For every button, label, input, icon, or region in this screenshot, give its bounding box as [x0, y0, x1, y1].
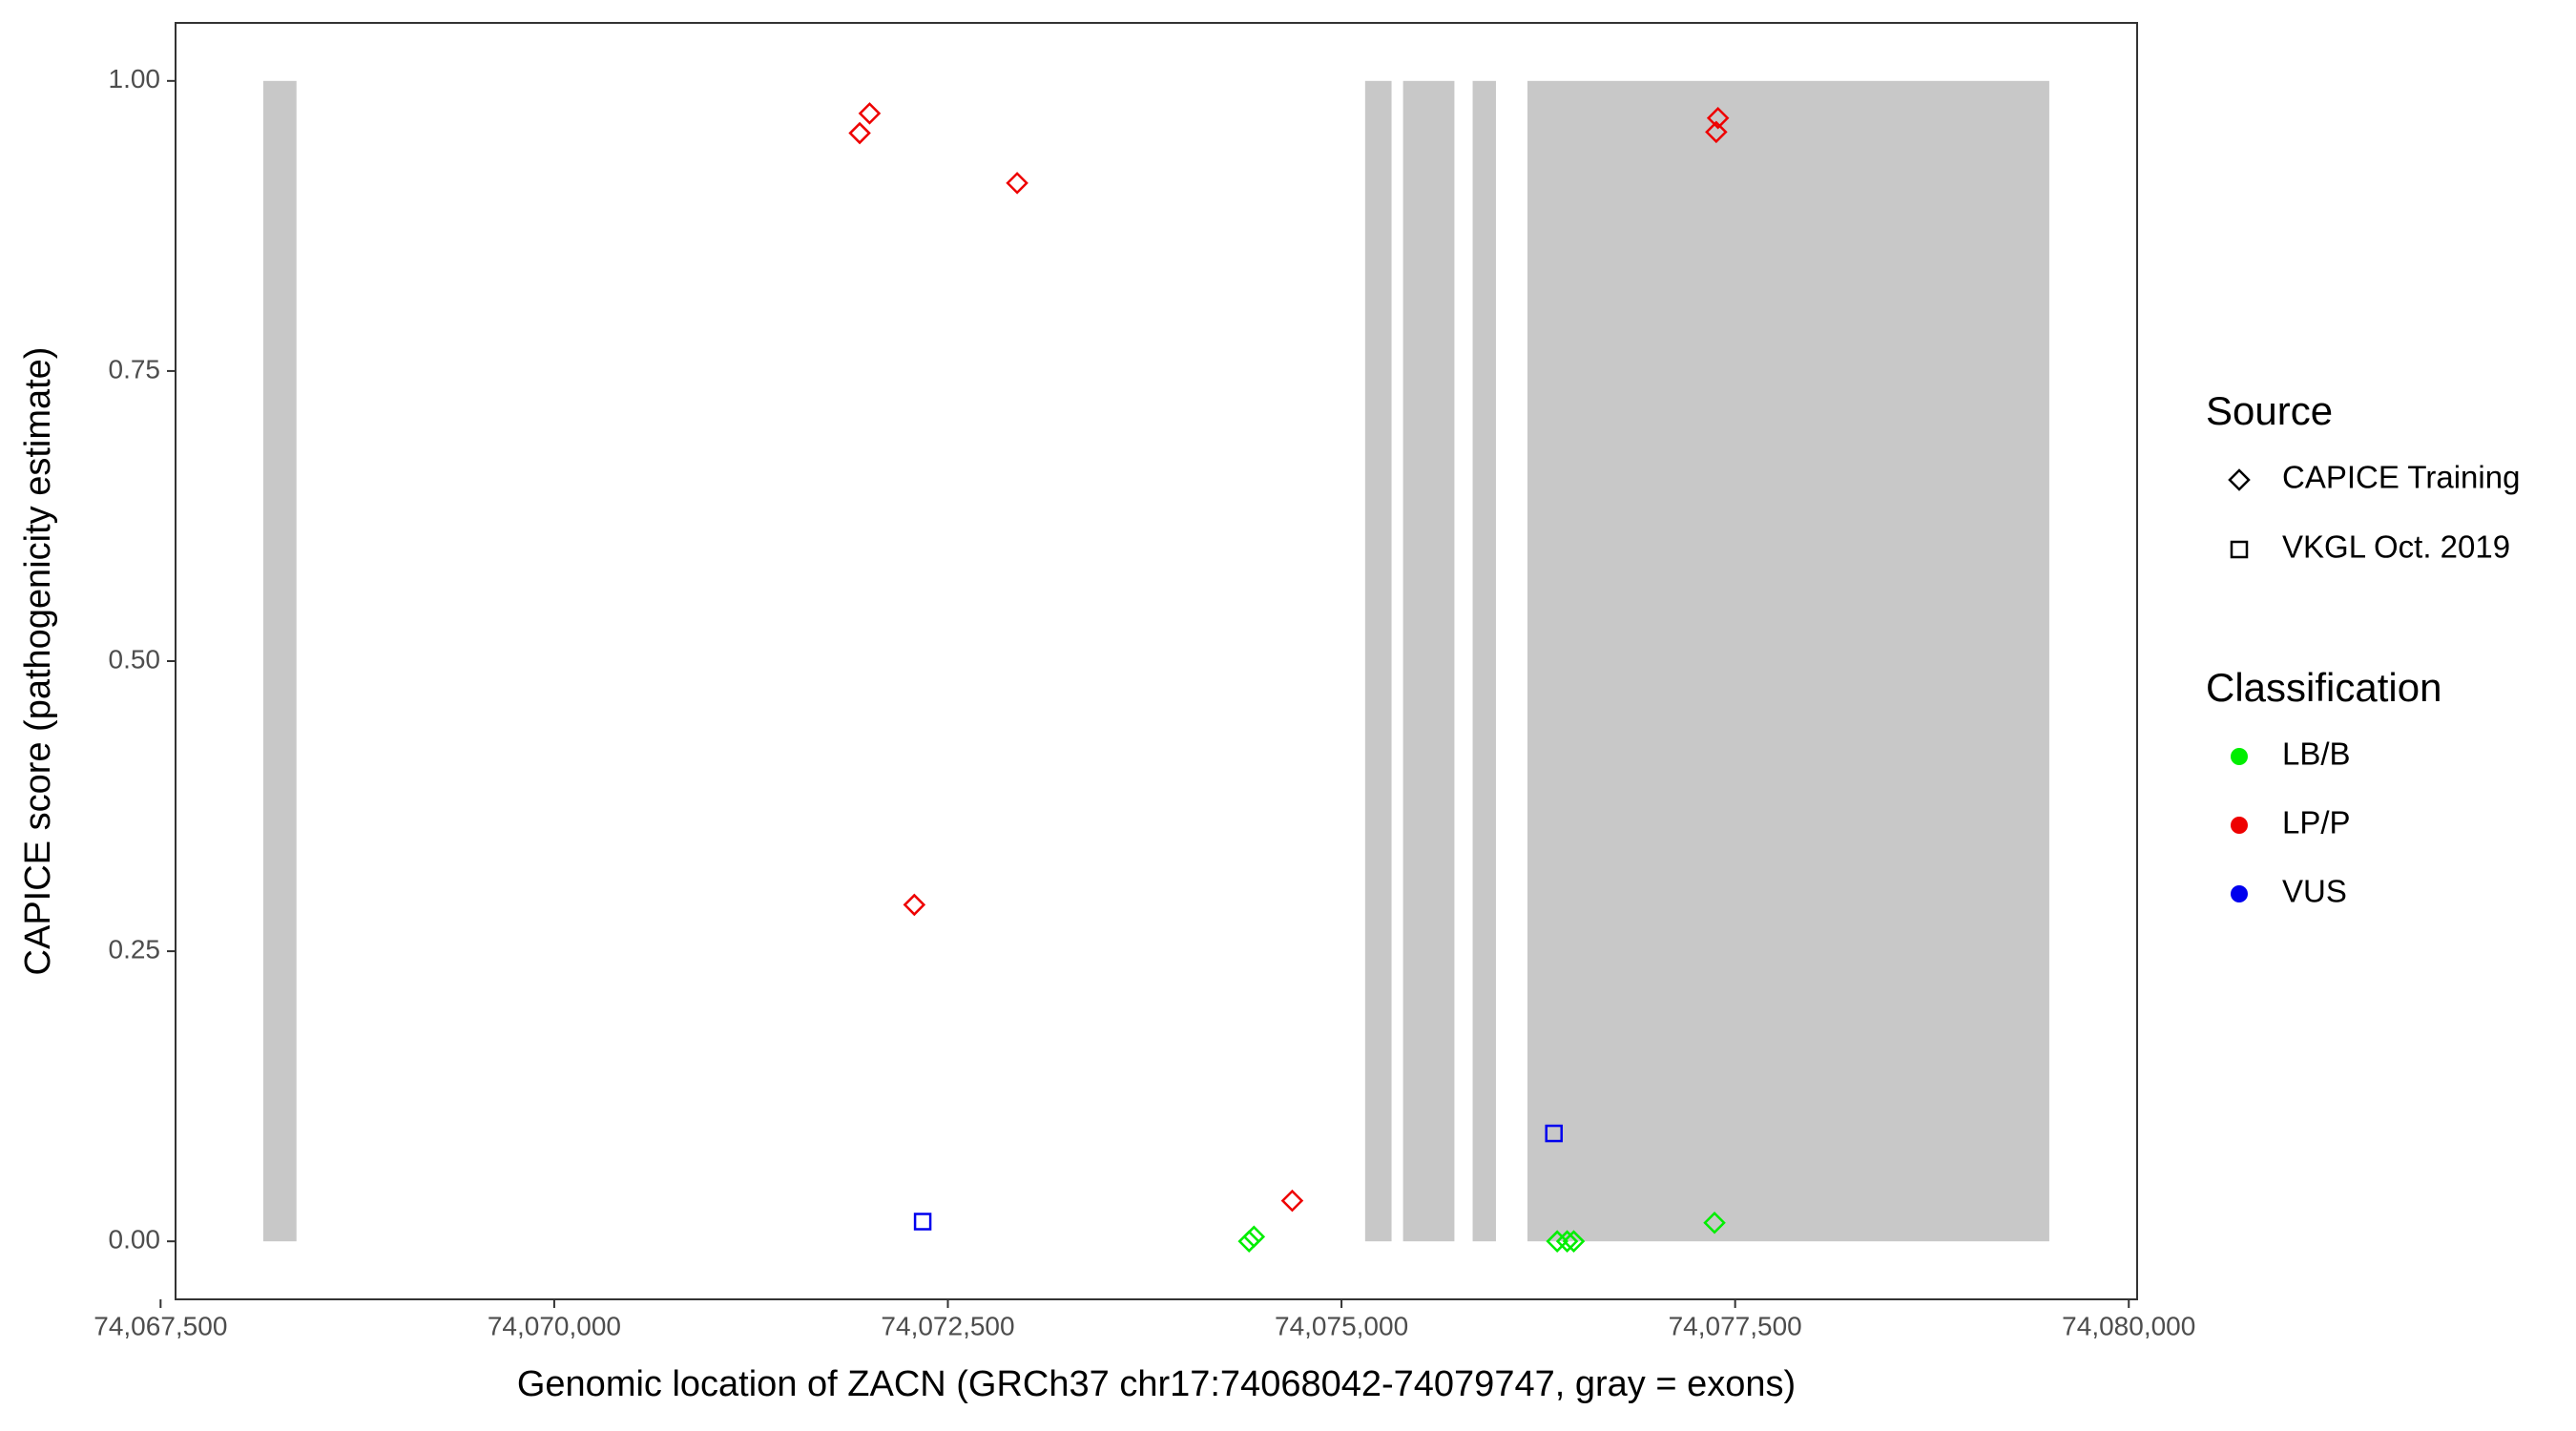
point: [848, 121, 871, 145]
legend-label: VKGL Oct. 2019: [2282, 529, 2510, 565]
exon: [1527, 80, 2049, 1242]
y-tick-label: 0.25: [109, 934, 161, 964]
y-tick-label: 1.00: [109, 64, 161, 93]
point: [1242, 1225, 1266, 1249]
legend-symbol: [2231, 748, 2248, 765]
x-tick-label: 74,070,000: [488, 1311, 621, 1340]
legend-symbol: [2231, 885, 2248, 902]
y-tick-label: 0.50: [109, 644, 161, 674]
x-tick-label: 74,080,000: [2062, 1311, 2195, 1340]
x-tick-label: 74,077,500: [1669, 1311, 1802, 1340]
y-tick-label: 0.00: [109, 1225, 161, 1255]
x-tick-label: 74,072,500: [881, 1311, 1014, 1340]
x-axis-title: Genomic location of ZACN (GRCh37 chr17:7…: [517, 1364, 1796, 1404]
point: [1237, 1230, 1260, 1253]
point: [1706, 106, 1730, 130]
point: [1562, 1230, 1586, 1253]
legend-label: LP/P: [2282, 805, 2351, 840]
point: [1280, 1189, 1304, 1213]
point: [1555, 1230, 1579, 1253]
exon: [262, 80, 297, 1242]
point: [858, 102, 882, 125]
legend-symbol: [2231, 817, 2248, 834]
legend-label: VUS: [2282, 874, 2347, 909]
legend-label: CAPICE Training: [2282, 460, 2520, 495]
legend-symbol: [2230, 540, 2249, 559]
point: [1545, 1124, 1563, 1143]
y-tick-label: 0.75: [109, 354, 161, 384]
legend-title: Classification: [2206, 665, 2441, 710]
exon: [1472, 80, 1496, 1242]
exon: [1402, 80, 1455, 1242]
y-axis-title: CAPICE score (pathogenicity estimate): [18, 347, 58, 976]
legend-title: Source: [2206, 388, 2333, 433]
point: [1703, 1211, 1726, 1234]
exon: [1364, 80, 1392, 1242]
x-tick-label: 74,075,000: [1275, 1311, 1408, 1340]
x-tick-label: 74,067,500: [93, 1311, 227, 1340]
point: [1546, 1230, 1568, 1253]
point: [913, 1213, 932, 1231]
legend-label: LB/B: [2282, 736, 2351, 772]
point: [1006, 172, 1028, 195]
legend-symbol: [2228, 468, 2251, 491]
point: [903, 893, 926, 917]
point: [1705, 120, 1728, 144]
